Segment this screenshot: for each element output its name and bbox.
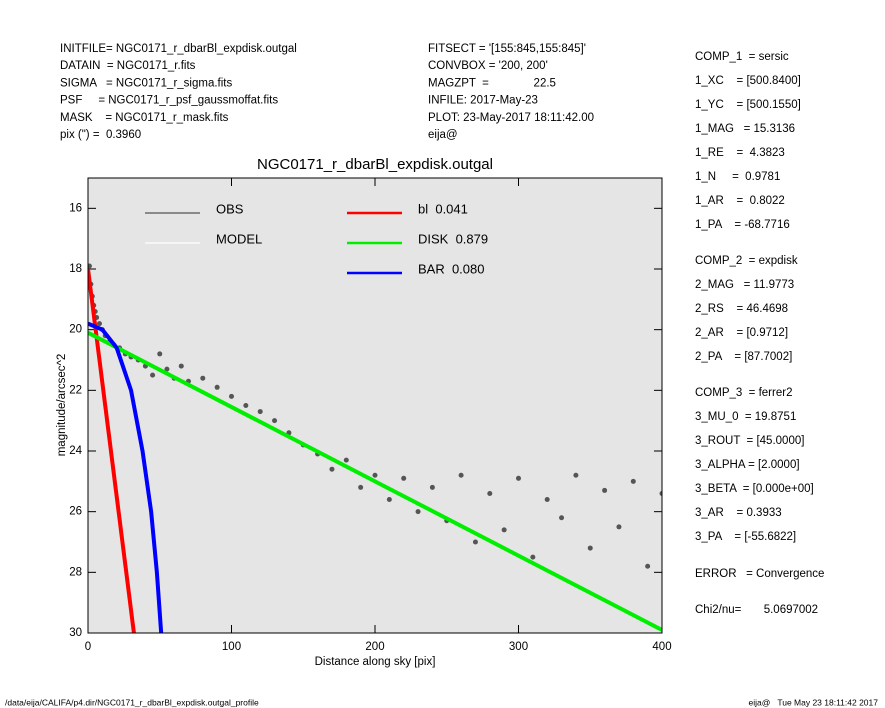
data-point xyxy=(386,497,392,503)
fit-parameter: 3_BETA = [0.000e+00] xyxy=(695,483,814,495)
footer-left: /data/eija/CALIFA/p4.dir/NGC0171_r_dbarB… xyxy=(5,697,259,707)
data-point xyxy=(401,475,407,481)
fit-parameter: 3_PA = [-55.6822] xyxy=(695,531,796,543)
fit-parameter: 1_N = 0.9781 xyxy=(695,171,780,183)
fit-parameter: 1_PA = -68.7716 xyxy=(695,219,790,231)
data-point xyxy=(573,472,579,478)
header-middle-line: CONVBOX = '200, 200' xyxy=(428,60,548,72)
legend-label: bl 0.041 xyxy=(418,201,468,216)
fit-parameter: Chi2/nu= 5.0697002 xyxy=(695,604,818,616)
model-line xyxy=(88,321,164,633)
y-tick-label: 16 xyxy=(69,202,82,214)
y-tick-label: 24 xyxy=(69,445,82,457)
data-point xyxy=(257,409,263,415)
plot-area xyxy=(88,178,662,633)
header-middle-line: INFILE: 2017-May-23 xyxy=(428,95,538,107)
y-tick-label: 30 xyxy=(69,627,82,639)
header-middle-line: MAGZPT = 22.5 xyxy=(428,77,556,89)
fit-parameter: 1_XC = [500.8400] xyxy=(695,75,801,87)
fit-parameter: COMP_3 = ferrer2 xyxy=(695,387,792,399)
header-middle-line: eija@ xyxy=(428,129,458,141)
fit-parameter: 1_RE = 4.3823 xyxy=(695,147,785,159)
y-tick-label: 28 xyxy=(69,566,82,578)
data-point xyxy=(530,554,536,560)
y-tick-label: 22 xyxy=(69,384,82,396)
header-middle-line: FITSECT = '[155:845,155:845]' xyxy=(428,43,586,55)
legend-label: BAR 0.080 xyxy=(418,261,485,276)
header-left-line: INITFILE= NGC0171_r_dbarBl_expdisk.outga… xyxy=(60,43,297,55)
data-point xyxy=(243,403,249,408)
fit-parameter: 3_ALPHA = [2.0000] xyxy=(695,459,800,471)
data-point xyxy=(272,418,278,424)
fit-parameter: 3_MU_0 = 19.8751 xyxy=(695,411,796,423)
model-line xyxy=(88,268,136,633)
data-point xyxy=(157,351,163,357)
header-left-line: DATAIN = NGC0171_r.fits xyxy=(60,60,196,72)
data-point xyxy=(587,545,593,551)
data-point xyxy=(343,457,349,463)
y-tick-label: 20 xyxy=(69,324,82,336)
data-point xyxy=(458,472,464,478)
legend-label: MODEL xyxy=(216,231,262,246)
data-point xyxy=(96,321,102,327)
plot-frame xyxy=(87,177,663,634)
header-left-line: pix (") = 0.3960 xyxy=(60,129,141,141)
data-point xyxy=(150,372,156,378)
data-point xyxy=(372,472,378,478)
legend-label: DISK 0.879 xyxy=(418,231,488,246)
data-point xyxy=(472,539,478,545)
data-point xyxy=(501,527,507,533)
header-left-line: MASK = NGC0171_r_mask.fits xyxy=(60,112,229,124)
x-tick-label: 100 xyxy=(222,641,241,653)
data-point xyxy=(516,475,521,481)
data-point xyxy=(559,515,565,521)
fit-parameter: 2_PA = [87.7002] xyxy=(695,351,792,363)
data-point xyxy=(429,484,435,490)
data-point xyxy=(178,363,184,369)
fit-parameter: 1_YC = [500.1550] xyxy=(695,99,801,111)
data-point xyxy=(630,478,636,484)
fit-parameter: 3_ROUT = [45.0000] xyxy=(695,435,804,447)
x-axis-label: Distance along sky [pix] xyxy=(315,656,436,668)
x-tick-label: 400 xyxy=(652,641,671,653)
data-point xyxy=(616,524,622,530)
data-point xyxy=(487,490,493,496)
fit-parameter: COMP_2 = expdisk xyxy=(695,255,798,267)
x-tick-label: 200 xyxy=(365,641,384,653)
fit-parameter: COMP_1 = sersic xyxy=(695,51,789,63)
data-point xyxy=(415,509,421,515)
model-line xyxy=(88,330,662,632)
y-axis-label: magnitude/arcsec^2 xyxy=(56,354,68,457)
y-tick-label: 18 xyxy=(69,263,82,275)
header-middle-line: PLOT: 23-May-2017 18:11:42.00 xyxy=(428,112,594,124)
x-tick-label: 300 xyxy=(509,641,528,653)
data-point xyxy=(602,487,608,493)
data-point xyxy=(229,393,234,399)
fit-parameter: 1_AR = 0.8022 xyxy=(695,195,785,207)
header-left-line: SIGMA = NGC0171_r_sigma.fits xyxy=(60,77,232,89)
data-point xyxy=(358,484,364,490)
fit-parameter: 2_RS = 46.4698 xyxy=(695,303,788,315)
data-point xyxy=(88,263,92,269)
y-tick-label: 26 xyxy=(69,506,82,518)
legend-label: OBS xyxy=(216,201,244,216)
data-point xyxy=(200,375,206,381)
data-point xyxy=(544,497,550,503)
chart-title: NGC0171_r_dbarBl_expdisk.outgal xyxy=(257,156,493,173)
x-tick-label: 0 xyxy=(85,641,91,653)
fit-parameter: 2_MAG = 11.9773 xyxy=(695,279,794,291)
data-point xyxy=(214,384,220,390)
footer-right: eija@ Tue May 23 18:11:42 2017 xyxy=(749,697,879,707)
fit-parameter: 3_AR = 0.3933 xyxy=(695,507,782,519)
fit-parameter: 1_MAG = 15.3136 xyxy=(695,123,795,135)
data-point xyxy=(164,366,170,372)
data-point xyxy=(329,466,335,472)
data-point xyxy=(645,563,651,569)
header-left-line: PSF = NGC0171_r_psf_gaussmoffat.fits xyxy=(60,95,278,107)
fit-parameter: ERROR = Convergence xyxy=(695,568,824,580)
fit-parameter: 2_AR = [0.9712] xyxy=(695,327,788,339)
data-point xyxy=(659,490,662,496)
